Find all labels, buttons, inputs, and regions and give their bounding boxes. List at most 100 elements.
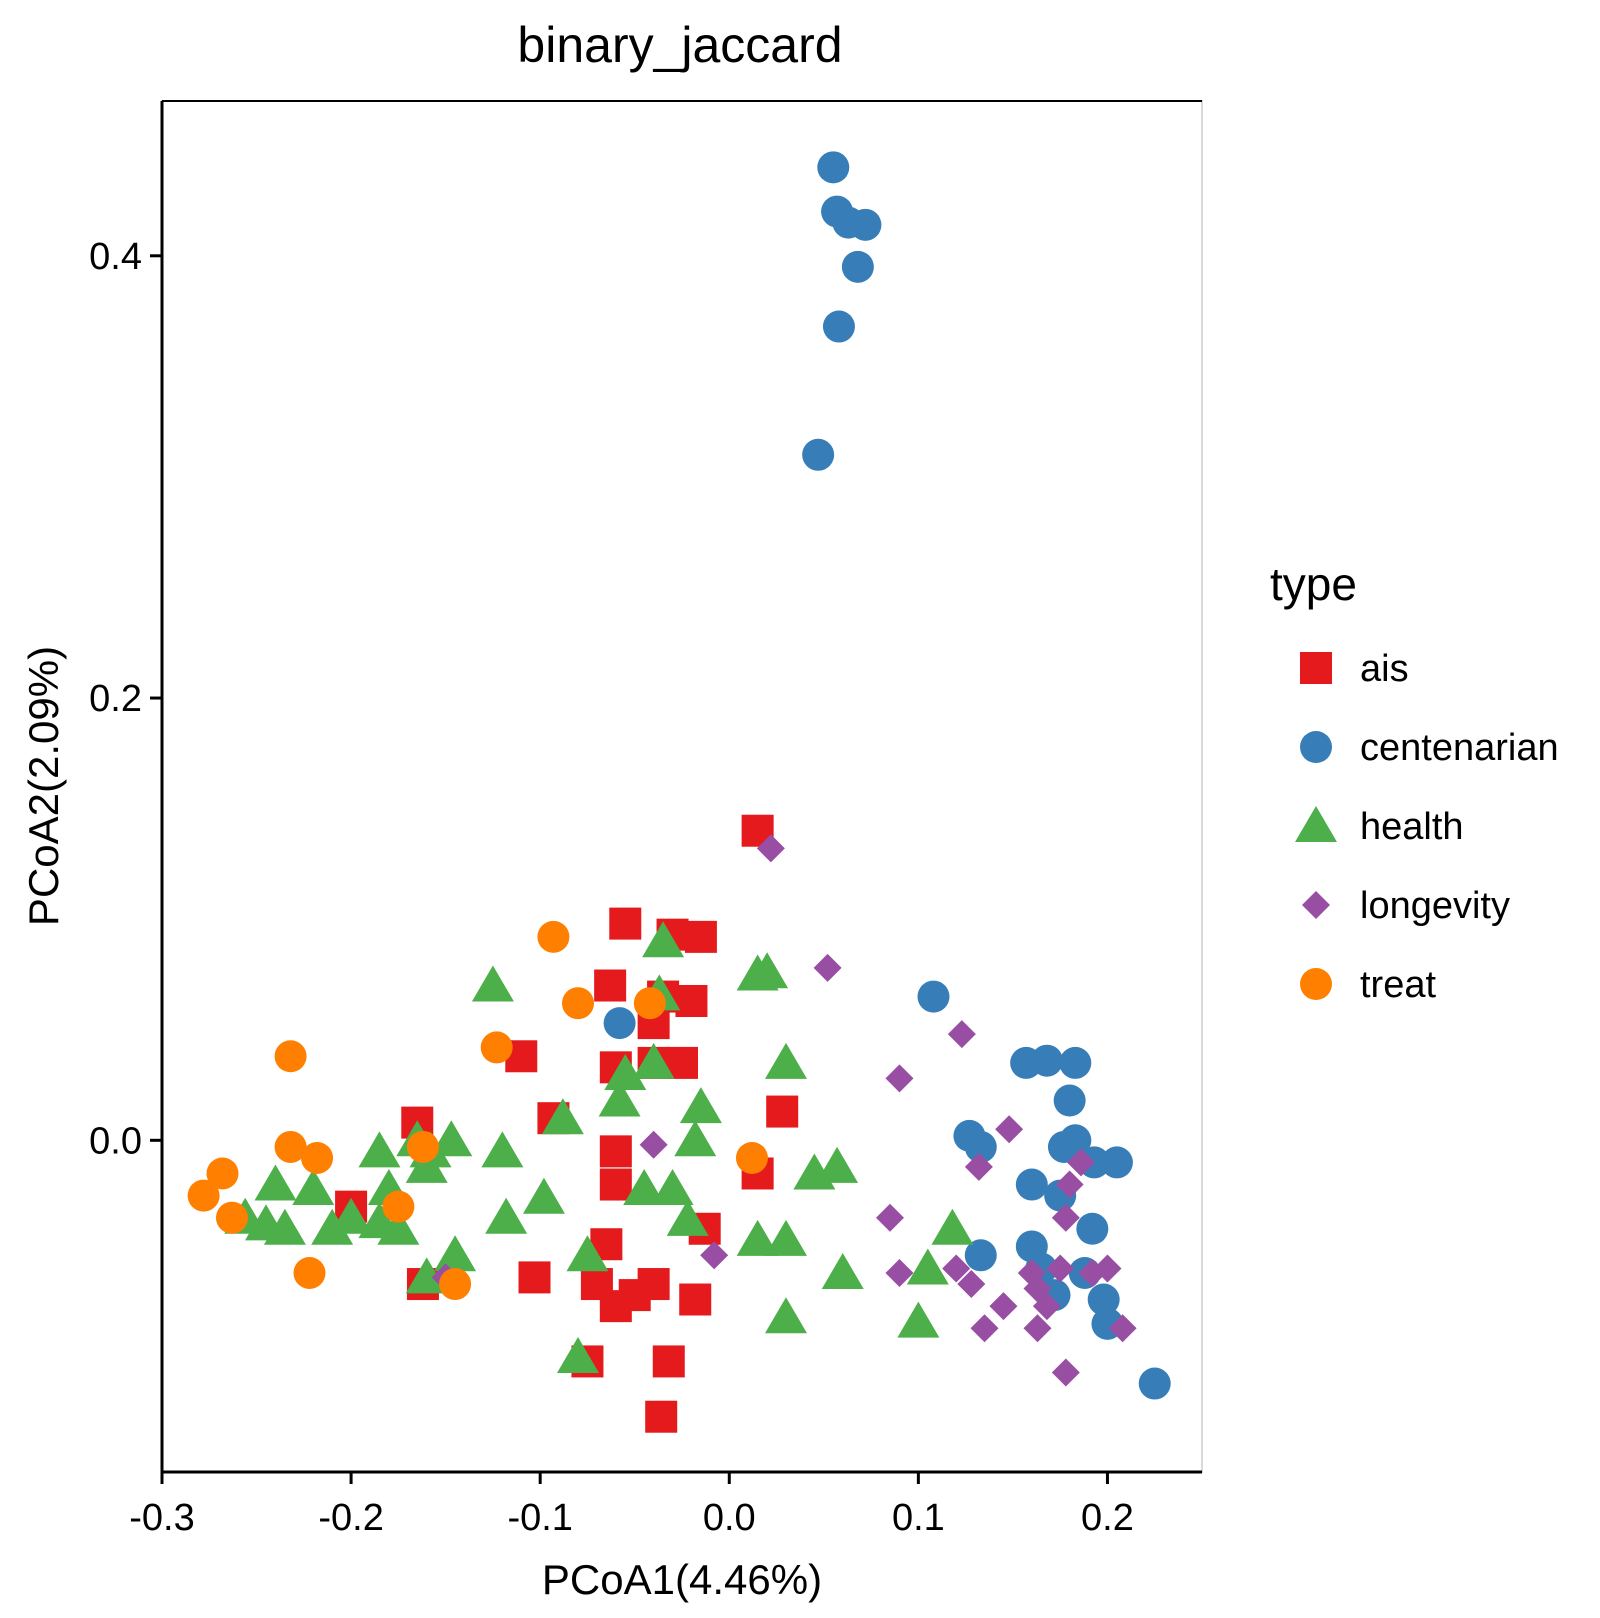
centenarian-point bbox=[1076, 1212, 1109, 1245]
centenarian-point bbox=[1138, 1367, 1171, 1400]
legend-marker-treat bbox=[1300, 968, 1332, 1000]
x-tick-label: 0.2 bbox=[1081, 1497, 1134, 1539]
centenarian-point bbox=[841, 250, 874, 283]
longevity-point bbox=[1051, 1203, 1080, 1232]
treat-point bbox=[301, 1141, 334, 1174]
health-point bbox=[557, 1337, 599, 1374]
ais-point bbox=[594, 969, 627, 1002]
legend-marker-health bbox=[1295, 806, 1337, 842]
health-point bbox=[623, 1168, 666, 1205]
ais-point bbox=[599, 1290, 632, 1323]
longevity-point bbox=[756, 834, 785, 863]
health-point bbox=[311, 1208, 354, 1245]
treat-point bbox=[537, 920, 570, 953]
health-point bbox=[736, 1219, 779, 1256]
x-tick-label: 0.0 bbox=[703, 1497, 756, 1539]
health-point bbox=[821, 1252, 864, 1289]
longevity-point bbox=[964, 1152, 993, 1181]
health-point bbox=[485, 1197, 528, 1234]
treat-point bbox=[480, 1031, 513, 1064]
ais-point bbox=[645, 1400, 678, 1433]
health-point bbox=[931, 1208, 974, 1245]
health-point bbox=[522, 1177, 565, 1214]
health-point bbox=[651, 1168, 694, 1205]
longevity-point bbox=[1032, 1292, 1061, 1321]
health-point bbox=[598, 1080, 641, 1117]
health-point bbox=[254, 1164, 297, 1201]
series-health bbox=[224, 921, 974, 1374]
longevity-point bbox=[1046, 1254, 1075, 1283]
treat-point bbox=[274, 1040, 307, 1073]
longevity-point bbox=[639, 1130, 668, 1159]
centenarian-point bbox=[917, 980, 950, 1013]
longevity-point bbox=[1055, 1170, 1084, 1199]
legend-title: type bbox=[1270, 558, 1357, 610]
health-point bbox=[471, 965, 514, 1002]
health-point bbox=[632, 1042, 675, 1079]
ais-point bbox=[675, 984, 708, 1017]
health-point bbox=[541, 1098, 584, 1135]
x-tick-label: -0.2 bbox=[318, 1497, 383, 1539]
centenarian-point bbox=[817, 151, 850, 184]
longevity-point bbox=[1108, 1314, 1137, 1343]
health-point bbox=[679, 1087, 722, 1124]
centenarian-point bbox=[1030, 1044, 1063, 1077]
x-tick-label: 0.1 bbox=[892, 1497, 945, 1539]
x-axis-ticks: -0.3 -0.2 -0.1 0.0 0.1 0.2 bbox=[129, 1472, 1134, 1539]
health-point bbox=[292, 1168, 335, 1205]
treat-point bbox=[274, 1130, 307, 1163]
legend-label-treat: treat bbox=[1360, 964, 1436, 1006]
treat-point bbox=[439, 1268, 472, 1301]
legend: type ais centenarian health longevity treat bbox=[1270, 558, 1559, 1006]
y-tick-label: 0.0 bbox=[89, 1120, 142, 1162]
treat-point bbox=[562, 987, 594, 1020]
health-point bbox=[816, 1146, 859, 1183]
health-point bbox=[405, 1146, 448, 1183]
centenarian-point bbox=[1053, 1084, 1086, 1117]
centenarian-point bbox=[822, 310, 855, 343]
ais-point bbox=[684, 920, 717, 953]
ais-point bbox=[679, 1283, 712, 1316]
health-point bbox=[765, 1297, 807, 1334]
y-axis-ticks: 0.0 0.2 0.4 bbox=[89, 236, 162, 1162]
health-point bbox=[765, 1042, 807, 1079]
longevity-point bbox=[957, 1270, 986, 1299]
health-point bbox=[746, 952, 789, 989]
treat-point bbox=[382, 1190, 415, 1223]
longevity-point bbox=[989, 1292, 1018, 1321]
health-point bbox=[765, 1219, 807, 1256]
health-point bbox=[674, 1120, 717, 1157]
legend-label-longevity: longevity bbox=[1360, 885, 1510, 927]
ais-point bbox=[518, 1261, 551, 1294]
longevity-point bbox=[700, 1241, 729, 1270]
health-point bbox=[906, 1248, 949, 1285]
data-points bbox=[187, 151, 1171, 1433]
longevity-point bbox=[1066, 1148, 1095, 1177]
centenarian-point bbox=[1100, 1146, 1133, 1179]
health-point bbox=[434, 1235, 477, 1272]
health-point bbox=[430, 1120, 473, 1157]
chart-title: binary_jaccard bbox=[517, 17, 842, 73]
series-treat bbox=[187, 920, 768, 1301]
health-point bbox=[405, 1257, 448, 1294]
legend-label-ais: ais bbox=[1360, 648, 1409, 690]
longevity-point bbox=[942, 1254, 971, 1283]
centenarian-point bbox=[802, 438, 835, 471]
treat-point bbox=[215, 1201, 248, 1234]
longevity-point bbox=[995, 1115, 1024, 1144]
longevity-point bbox=[970, 1314, 999, 1343]
longevity-point bbox=[1093, 1254, 1122, 1283]
legend-marker-longevity bbox=[1302, 891, 1330, 919]
legend-label-centenarian: centenarian bbox=[1360, 727, 1559, 769]
longevity-point bbox=[813, 953, 842, 982]
centenarian-point bbox=[964, 1130, 997, 1163]
centenarian-point bbox=[1059, 1046, 1092, 1079]
longevity-point bbox=[885, 1064, 914, 1093]
series-longevity bbox=[431, 834, 1137, 1387]
longevity-point bbox=[885, 1258, 914, 1287]
health-point bbox=[604, 1053, 647, 1090]
health-point bbox=[666, 1199, 709, 1236]
health-point bbox=[358, 1202, 401, 1239]
health-point bbox=[481, 1131, 524, 1168]
